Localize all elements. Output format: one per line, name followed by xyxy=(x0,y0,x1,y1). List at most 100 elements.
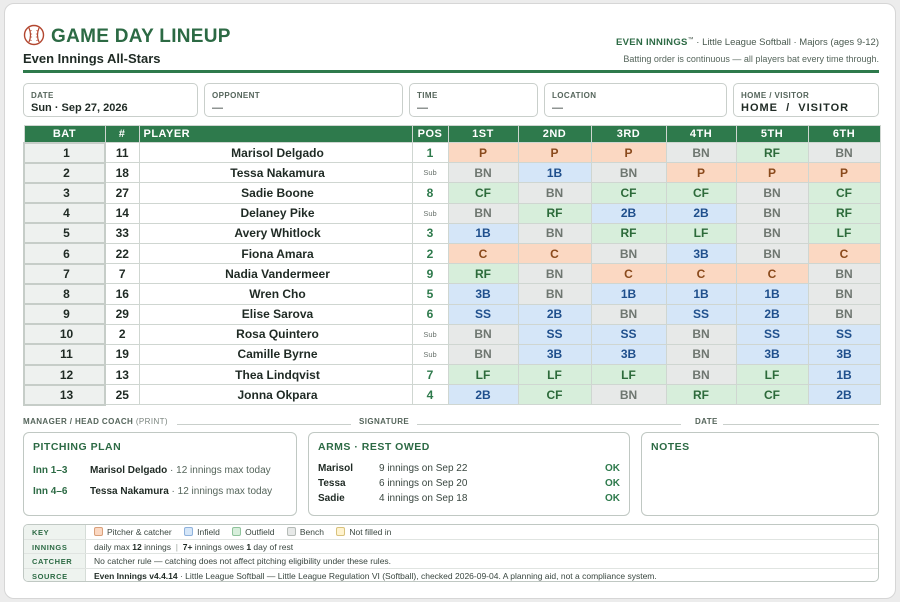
inning-4-cell[interactable]: BN xyxy=(665,141,737,164)
position-cell[interactable]: 1 xyxy=(411,141,449,164)
inning-1-cell[interactable]: BN xyxy=(447,323,519,345)
inning-5-cell[interactable]: BN xyxy=(735,242,809,265)
inning-2-cell[interactable]: C xyxy=(517,242,592,265)
batting-order-cell[interactable]: 11 xyxy=(23,343,106,366)
inning-2-cell[interactable]: 1B xyxy=(517,162,592,184)
position-cell[interactable]: Sub xyxy=(411,343,449,366)
inning-4-cell[interactable]: 1B xyxy=(665,283,737,305)
inning-3-cell[interactable]: 3B xyxy=(590,343,667,366)
player-name-cell[interactable]: Delaney Pike xyxy=(138,202,413,224)
position-cell[interactable]: 3 xyxy=(411,222,449,244)
inning-2-cell[interactable]: SS xyxy=(517,323,592,345)
inning-3-cell[interactable]: BN xyxy=(590,384,667,406)
player-name-cell[interactable]: Rosa Quintero xyxy=(138,323,413,345)
inning-4-cell[interactable]: CF xyxy=(665,182,737,204)
inning-5-cell[interactable]: RF xyxy=(735,141,809,164)
player-name-cell[interactable]: Thea Lindqvist xyxy=(138,364,413,386)
inning-1-cell[interactable]: 3B xyxy=(447,283,519,305)
position-cell[interactable]: 4 xyxy=(411,384,449,406)
position-cell[interactable]: Sub xyxy=(411,202,449,224)
jersey-number-cell[interactable]: 16 xyxy=(104,283,140,305)
inning-5-cell[interactable]: LF xyxy=(735,364,809,386)
batting-order-cell[interactable]: 5 xyxy=(23,222,106,245)
inning-3-cell[interactable]: SS xyxy=(590,323,667,345)
inning-4-cell[interactable]: P xyxy=(665,162,737,184)
inning-5-cell[interactable]: P xyxy=(735,162,809,184)
jersey-number-cell[interactable]: 13 xyxy=(104,364,140,386)
location-field[interactable]: LOCATION — xyxy=(544,83,727,117)
batting-order-cell[interactable]: 10 xyxy=(23,323,106,346)
date-field[interactable]: DATE Sun · Sep 27, 2026 xyxy=(23,83,198,117)
inning-6-cell[interactable]: 2B xyxy=(807,384,881,406)
jersey-number-cell[interactable]: 14 xyxy=(104,202,140,224)
inning-4-cell[interactable]: 2B xyxy=(665,202,737,224)
inning-3-cell[interactable]: RF xyxy=(590,222,667,244)
jersey-number-cell[interactable]: 22 xyxy=(104,242,140,265)
inning-1-cell[interactable]: BN xyxy=(447,162,519,184)
inning-2-cell[interactable]: BN xyxy=(517,222,592,244)
player-name-cell[interactable]: Nadia Vandermeer xyxy=(138,263,413,285)
inning-6-cell[interactable]: BN xyxy=(807,141,881,164)
jersey-number-cell[interactable]: 27 xyxy=(104,182,140,204)
sig-date-line[interactable] xyxy=(723,424,879,425)
batting-order-cell[interactable]: 3 xyxy=(23,181,106,205)
inning-6-cell[interactable]: RF xyxy=(807,202,881,224)
inning-1-cell[interactable]: 2B xyxy=(447,384,519,406)
inning-5-cell[interactable]: CF xyxy=(735,384,809,406)
jersey-number-cell[interactable]: 2 xyxy=(104,323,140,345)
inning-6-cell[interactable]: BN xyxy=(807,263,881,285)
inning-4-cell[interactable]: BN xyxy=(665,323,737,345)
inning-2-cell[interactable]: CF xyxy=(517,384,592,406)
player-name-cell[interactable]: Tessa Nakamura xyxy=(138,162,413,184)
jersey-number-cell[interactable]: 33 xyxy=(104,222,140,244)
position-cell[interactable]: 8 xyxy=(411,182,449,204)
inning-3-cell[interactable]: BN xyxy=(590,242,667,265)
inning-2-cell[interactable]: BN xyxy=(517,263,592,285)
player-name-cell[interactable]: Fiona Amara xyxy=(138,242,413,265)
inning-5-cell[interactable]: 3B xyxy=(735,343,809,366)
inning-4-cell[interactable]: BN xyxy=(665,364,737,386)
batting-order-cell[interactable]: 12 xyxy=(23,363,106,386)
inning-2-cell[interactable]: LF xyxy=(517,364,592,386)
inning-4-cell[interactable]: 3B xyxy=(665,242,737,265)
inning-6-cell[interactable]: BN xyxy=(807,303,881,325)
inning-6-cell[interactable]: SS xyxy=(807,323,881,345)
inning-5-cell[interactable]: BN xyxy=(735,222,809,244)
position-cell[interactable]: Sub xyxy=(411,323,449,345)
inning-6-cell[interactable]: LF xyxy=(807,222,881,244)
inning-5-cell[interactable]: 1B xyxy=(735,283,809,305)
inning-4-cell[interactable]: SS xyxy=(665,303,737,325)
player-name-cell[interactable]: Avery Whitlock xyxy=(138,222,413,244)
inning-1-cell[interactable]: P xyxy=(447,141,519,164)
inning-2-cell[interactable]: 3B xyxy=(517,343,592,366)
inning-5-cell[interactable]: SS xyxy=(735,323,809,345)
home-visitor-field[interactable]: HOME / VISITOR HOME / VISITOR xyxy=(733,83,879,117)
inning-2-cell[interactable]: RF xyxy=(517,202,592,224)
inning-6-cell[interactable]: 1B xyxy=(807,364,881,386)
inning-2-cell[interactable]: BN xyxy=(517,283,592,305)
notes-box[interactable]: NOTES xyxy=(641,432,879,516)
player-name-cell[interactable]: Camille Byrne xyxy=(138,343,413,366)
position-cell[interactable]: 7 xyxy=(411,364,449,386)
inning-1-cell[interactable]: BN xyxy=(447,343,519,366)
inning-1-cell[interactable]: CF xyxy=(447,182,519,204)
player-name-cell[interactable]: Marisol Delgado xyxy=(138,141,413,164)
inning-4-cell[interactable]: LF xyxy=(665,222,737,244)
jersey-number-cell[interactable]: 7 xyxy=(104,263,140,285)
inning-1-cell[interactable]: 1B xyxy=(447,222,519,244)
inning-4-cell[interactable]: RF xyxy=(665,384,737,406)
inning-5-cell[interactable]: C xyxy=(735,263,809,285)
time-field[interactable]: TIME — xyxy=(409,83,538,117)
inning-3-cell[interactable]: 2B xyxy=(590,202,667,224)
inning-3-cell[interactable]: CF xyxy=(590,182,667,204)
inning-5-cell[interactable]: BN xyxy=(735,202,809,224)
position-cell[interactable]: 2 xyxy=(411,242,449,265)
batting-order-cell[interactable]: 2 xyxy=(23,161,106,184)
inning-6-cell[interactable]: 3B xyxy=(807,343,881,366)
player-name-cell[interactable]: Elise Sarova xyxy=(138,303,413,325)
inning-5-cell[interactable]: BN xyxy=(735,182,809,204)
signature-line[interactable] xyxy=(417,424,681,425)
inning-6-cell[interactable]: BN xyxy=(807,283,881,305)
inning-1-cell[interactable]: RF xyxy=(447,263,519,285)
inning-2-cell[interactable]: 2B xyxy=(517,303,592,325)
